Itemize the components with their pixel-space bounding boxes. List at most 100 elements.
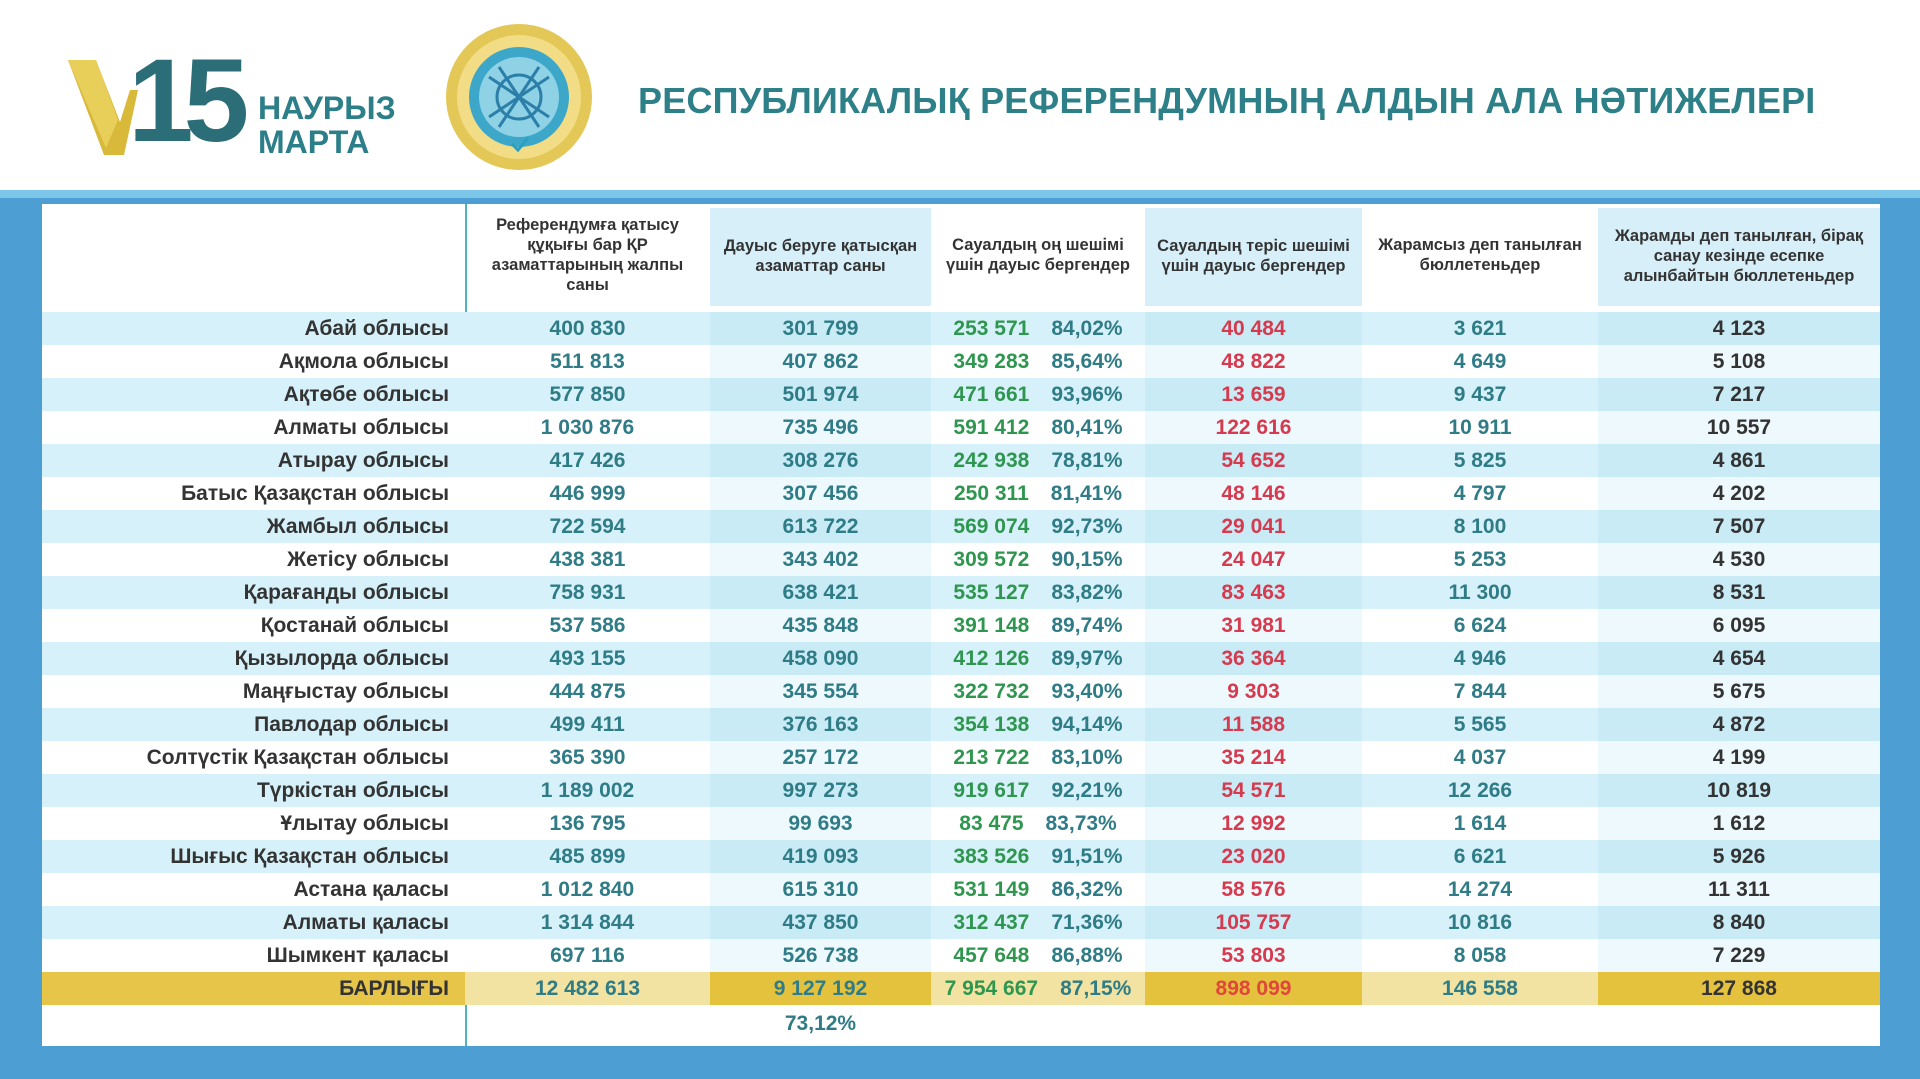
voted-cell: 343 402 xyxy=(710,543,931,576)
no-cell: 12 992 xyxy=(1145,807,1362,840)
logo-month-kk: НАУРЫЗ xyxy=(258,90,396,126)
table-row: Атырау облысы 417 426 308 276 242 938 78,81%… xyxy=(42,444,1880,477)
voted-cell: 99 693 xyxy=(710,807,931,840)
invalid-cell: 3 621 xyxy=(1362,312,1598,345)
column-header: Жарамды деп танылған, бірақ санау кезінд… xyxy=(1598,208,1880,306)
voted-cell: 407 862 xyxy=(710,345,931,378)
voted-cell: 638 421 xyxy=(710,576,931,609)
yes-votes: 354 138 xyxy=(953,712,1030,736)
voted-cell: 9 127 192 xyxy=(710,972,931,1005)
yes-votes: 309 572 xyxy=(953,547,1030,571)
region-name: БАРЛЫҒЫ xyxy=(42,972,465,1005)
no-cell: 48 822 xyxy=(1145,345,1362,378)
yes-votes: 213 722 xyxy=(953,745,1030,769)
eligible-cell: 493 155 xyxy=(465,642,710,675)
yes-votes-cell: 354 138 94,14% xyxy=(931,708,1145,741)
yes-votes: 457 648 xyxy=(953,943,1030,967)
region-name: Қостанай облысы xyxy=(42,609,465,642)
voted-cell: 419 093 xyxy=(710,840,931,873)
invalid-cell: 9 437 xyxy=(1362,378,1598,411)
yes-votes: 242 938 xyxy=(953,448,1030,472)
eligible-cell: 511 813 xyxy=(465,345,710,378)
table-row: Ақмола облысы 511 813 407 862 349 283 85,64%… xyxy=(42,345,1880,378)
no-cell: 23 020 xyxy=(1145,840,1362,873)
no-cell: 11 588 xyxy=(1145,708,1362,741)
uncounted-cell: 5 675 xyxy=(1598,675,1880,708)
yes-votes-cell: 383 526 91,51% xyxy=(931,840,1145,873)
region-name: Жамбыл облысы xyxy=(42,510,465,543)
yes-votes: 250 311 xyxy=(954,481,1029,505)
yes-votes-cell: 531 149 86,32% xyxy=(931,873,1145,906)
voted-cell: 308 276 xyxy=(710,444,931,477)
yes-votes-cell: 569 074 92,73% xyxy=(931,510,1145,543)
uncounted-cell: 7 229 xyxy=(1598,939,1880,972)
yes-percent: 86,32% xyxy=(1051,877,1123,901)
yes-votes-cell: 457 648 86,88% xyxy=(931,939,1145,972)
table-row: Батыс Қазақстан облысы 446 999 307 456 250 … xyxy=(42,477,1880,510)
no-cell: 105 757 xyxy=(1145,906,1362,939)
yes-percent: 93,40% xyxy=(1051,679,1123,703)
uncounted-cell: 11 311 xyxy=(1598,873,1880,906)
uncounted-cell: 4 861 xyxy=(1598,444,1880,477)
page-title: РЕСПУБЛИКАЛЫҚ РЕФЕРЕНДУМНЫҢ АЛДЫН АЛА НӘ… xyxy=(638,80,1816,121)
invalid-cell: 11 300 xyxy=(1362,576,1598,609)
no-cell: 58 576 xyxy=(1145,873,1362,906)
yes-percent: 86,88% xyxy=(1051,943,1123,967)
yes-percent: 71,36% xyxy=(1051,910,1123,934)
yes-votes-cell: 250 311 81,41% xyxy=(931,477,1145,510)
region-name: Қарағанды облысы xyxy=(42,576,465,609)
yes-votes: 391 148 xyxy=(953,613,1030,637)
no-cell: 36 364 xyxy=(1145,642,1362,675)
no-cell: 48 146 xyxy=(1145,477,1362,510)
yes-votes: 535 127 xyxy=(953,580,1030,604)
uncounted-cell: 4 872 xyxy=(1598,708,1880,741)
table-row: Астана қаласы 1 012 840 615 310 531 149 86,3… xyxy=(42,873,1880,906)
table-row: Ұлытау облысы 136 795 99 693 83 475 83,73% 12… xyxy=(42,807,1880,840)
header: 15 НАУРЫЗ МАРТА РЕСПУБЛИКАЛЫҚ РЕФЕРЕНДУМ… xyxy=(0,0,1920,190)
yes-percent: 93,96% xyxy=(1051,382,1123,406)
yes-votes: 383 526 xyxy=(953,844,1030,868)
region-name: Астана қаласы xyxy=(42,873,465,906)
invalid-cell: 146 558 xyxy=(1362,972,1598,1005)
no-cell: 9 303 xyxy=(1145,675,1362,708)
invalid-cell: 4 797 xyxy=(1362,477,1598,510)
region-name: Алматы қаласы xyxy=(42,906,465,939)
no-cell: 122 616 xyxy=(1145,411,1362,444)
table-header-row: Референдумға қатысу құқығы бар ҚР азамат… xyxy=(42,204,1880,308)
frame-top-stripe xyxy=(0,190,1920,198)
uncounted-cell: 4 530 xyxy=(1598,543,1880,576)
logo-month-ru: МАРТА xyxy=(258,124,370,160)
no-cell: 54 652 xyxy=(1145,444,1362,477)
no-cell: 898 099 xyxy=(1145,972,1362,1005)
uncounted-cell: 4 123 xyxy=(1598,312,1880,345)
voted-cell: 458 090 xyxy=(710,642,931,675)
yes-votes-cell: 213 722 83,10% xyxy=(931,741,1145,774)
region-name: Жетісу облысы xyxy=(42,543,465,576)
table-row: Қарағанды облысы 758 931 638 421 535 127 83,… xyxy=(42,576,1880,609)
yes-percent: 89,74% xyxy=(1051,613,1123,637)
eligible-cell: 417 426 xyxy=(465,444,710,477)
yes-votes-cell: 349 283 85,64% xyxy=(931,345,1145,378)
uncounted-cell: 4 654 xyxy=(1598,642,1880,675)
turnout-percent: 73,12% xyxy=(784,1011,857,1035)
table-row: Солтүстік Қазақстан облысы 365 390 257 172… xyxy=(42,741,1880,774)
eligible-cell: 577 850 xyxy=(465,378,710,411)
table-row: Жетісу облысы 438 381 343 402 309 572 90,15%… xyxy=(42,543,1880,576)
yes-percent: 85,64% xyxy=(1051,349,1123,373)
yes-votes-cell: 312 437 71,36% xyxy=(931,906,1145,939)
logo-number: 15 xyxy=(128,35,249,167)
eligible-cell: 12 482 613 xyxy=(465,972,710,1005)
eligible-cell: 438 381 xyxy=(465,543,710,576)
uncounted-cell: 4 202 xyxy=(1598,477,1880,510)
no-cell: 24 047 xyxy=(1145,543,1362,576)
eligible-cell: 446 999 xyxy=(465,477,710,510)
yes-percent: 91,51% xyxy=(1051,844,1123,868)
table-row: Қостанай облысы 537 586 435 848 391 148 89,7… xyxy=(42,609,1880,642)
invalid-cell: 6 624 xyxy=(1362,609,1598,642)
table-row: Маңғыстау облысы 444 875 345 554 322 732 93,… xyxy=(42,675,1880,708)
uncounted-cell: 5 926 xyxy=(1598,840,1880,873)
yes-percent: 84,02% xyxy=(1051,316,1123,340)
yes-votes: 322 732 xyxy=(953,679,1030,703)
invalid-cell: 6 621 xyxy=(1362,840,1598,873)
invalid-cell: 12 266 xyxy=(1362,774,1598,807)
